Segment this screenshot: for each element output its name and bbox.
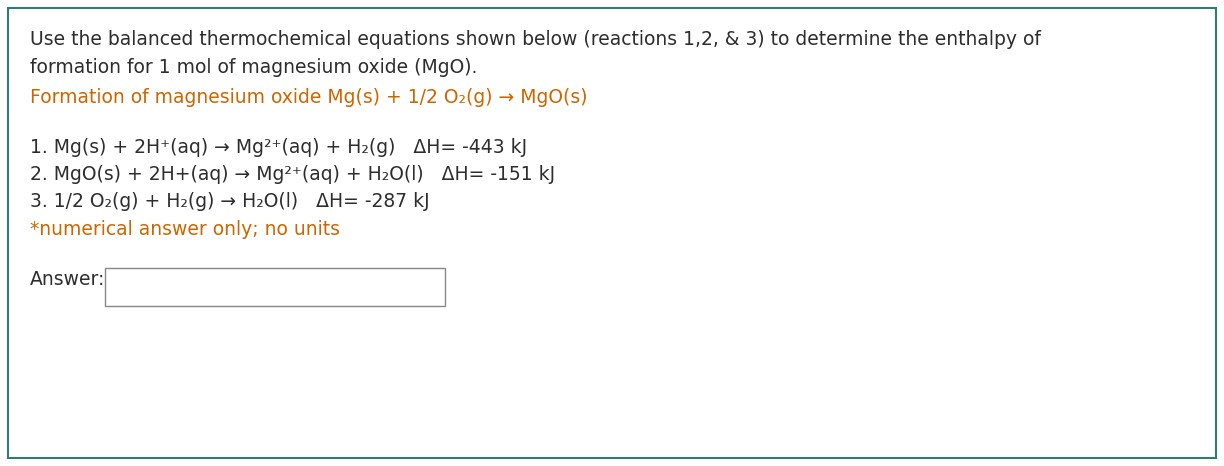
- Text: Use the balanced thermochemical equations shown below (reactions 1,2, & 3) to de: Use the balanced thermochemical equation…: [31, 30, 1040, 49]
- Text: Answer:: Answer:: [31, 270, 105, 289]
- Bar: [105, 268, 446, 306]
- Text: 3. 1/2 O₂(g) + H₂(g) → H₂O(l)   ΔH= -287 kJ: 3. 1/2 O₂(g) + H₂(g) → H₂O(l) ΔH= -287 k…: [31, 192, 430, 211]
- Text: 2. MgO(s) + 2H+(aq) → Mg²⁺(aq) + H₂O(l)   ΔH= -151 kJ: 2. MgO(s) + 2H+(aq) → Mg²⁺(aq) + H₂O(l) …: [31, 165, 556, 184]
- Text: Formation of magnesium oxide Mg(s) + 1/2 O₂(g) → MgO(s): Formation of magnesium oxide Mg(s) + 1/2…: [31, 88, 588, 107]
- Text: 1. Mg(s) + 2H⁺(aq) → Mg²⁺(aq) + H₂(g)   ΔH= -443 kJ: 1. Mg(s) + 2H⁺(aq) → Mg²⁺(aq) + H₂(g) ΔH…: [31, 138, 528, 157]
- Text: formation for 1 mol of magnesium oxide (MgO).: formation for 1 mol of magnesium oxide (…: [31, 58, 477, 77]
- Text: *numerical answer only; no units: *numerical answer only; no units: [31, 220, 340, 239]
